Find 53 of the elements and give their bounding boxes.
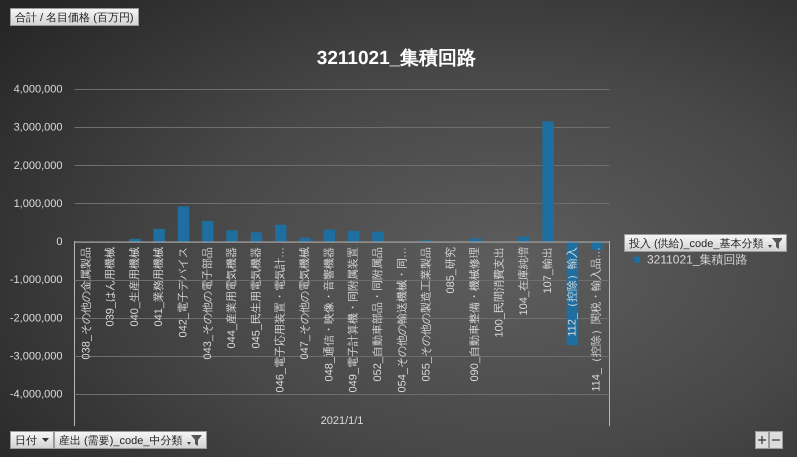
bar [178, 206, 190, 242]
bar [202, 220, 214, 242]
x-tick-label: 104_在庫純増 [516, 247, 530, 316]
field-button: 産出 (需要)_code_中分類 [54, 431, 207, 449]
bar [299, 238, 311, 242]
bar [518, 236, 530, 242]
x-tick-label: 038_その他の金属製品 [79, 247, 92, 360]
y-tick-label: 3,000,000 [14, 122, 62, 134]
bar [372, 232, 384, 242]
y-tick-label: 2,000,000 [14, 160, 62, 172]
x-tick-label: 043_その他の電子部品 [200, 247, 214, 360]
bar [226, 230, 238, 242]
bar [153, 228, 165, 242]
x-axis-title: 2021/1/1 [320, 415, 364, 427]
bar [275, 224, 286, 242]
x-tick-label: 044_産業用電気機器 [225, 247, 238, 348]
bar [542, 121, 554, 242]
field-button: 投入 (供給)_code_基本分類 [624, 234, 787, 252]
x-tick-label: 045_民生用電気機器 [249, 247, 262, 348]
x-tick-label: 040_生産用機械 [128, 247, 141, 326]
bar [250, 232, 262, 242]
bar [324, 230, 336, 242]
x-tick-label: 055_その他の製造工業製品 [420, 247, 433, 382]
bar [469, 238, 481, 242]
y-tick-label: 1,000,000 [14, 198, 62, 210]
x-tick-label: 047_その他の電気機械 [298, 247, 312, 360]
legend-title: 投入 (供給)_code_基本分類 [629, 236, 764, 250]
legend-label: 3211021_集積回路 [647, 252, 748, 267]
x-tick-label: 107_輸出 [541, 247, 554, 294]
y-tick-label: -4,000,000 [10, 388, 62, 400]
bar [348, 230, 360, 242]
x-tick-label: 090_自動車整備・機械修理 [468, 247, 482, 382]
y-tick-label: 0 [56, 236, 62, 248]
chart-title: 3211021_集積回路 [316, 48, 476, 69]
x-tick-label: 054_その他の輸送機械・同… [395, 247, 408, 392]
x-tick-label: 114_（控除）関税・輸入品… [590, 247, 603, 392]
x-tick-label: 100_民間消費支出 [492, 247, 506, 338]
bar [129, 238, 141, 242]
x-tick-label: 112_（控除）輸入 [565, 247, 578, 337]
x-tick-label: 041_業務用機械 [152, 247, 166, 326]
x-tick-label: 052_自動車部品・同附属品 [370, 247, 384, 382]
x-tick-label: 046_電子応用装置・電気計… [274, 247, 287, 392]
y-tick-label: -2,000,000 [10, 312, 62, 324]
x-tick-label: 049_電子計算機・同附属装置 [346, 247, 360, 392]
y-tick-label: -3,000,000 [10, 350, 62, 362]
y-tick-label: -1,000,000 [10, 274, 62, 286]
y-tick-label: 4,000,000 [14, 84, 62, 96]
x-tick-label: 048_通信・映像・音響機器 [322, 247, 336, 382]
field-button: 日付 [10, 431, 54, 449]
field-button: 合計 / 名目価格 (百万円) [10, 8, 139, 26]
x-tick-label: 085_研究 [444, 247, 457, 294]
x-tick-label: 039_はん用機械 [104, 247, 117, 326]
x-tick-label: 042_電子デバイス [178, 247, 190, 338]
